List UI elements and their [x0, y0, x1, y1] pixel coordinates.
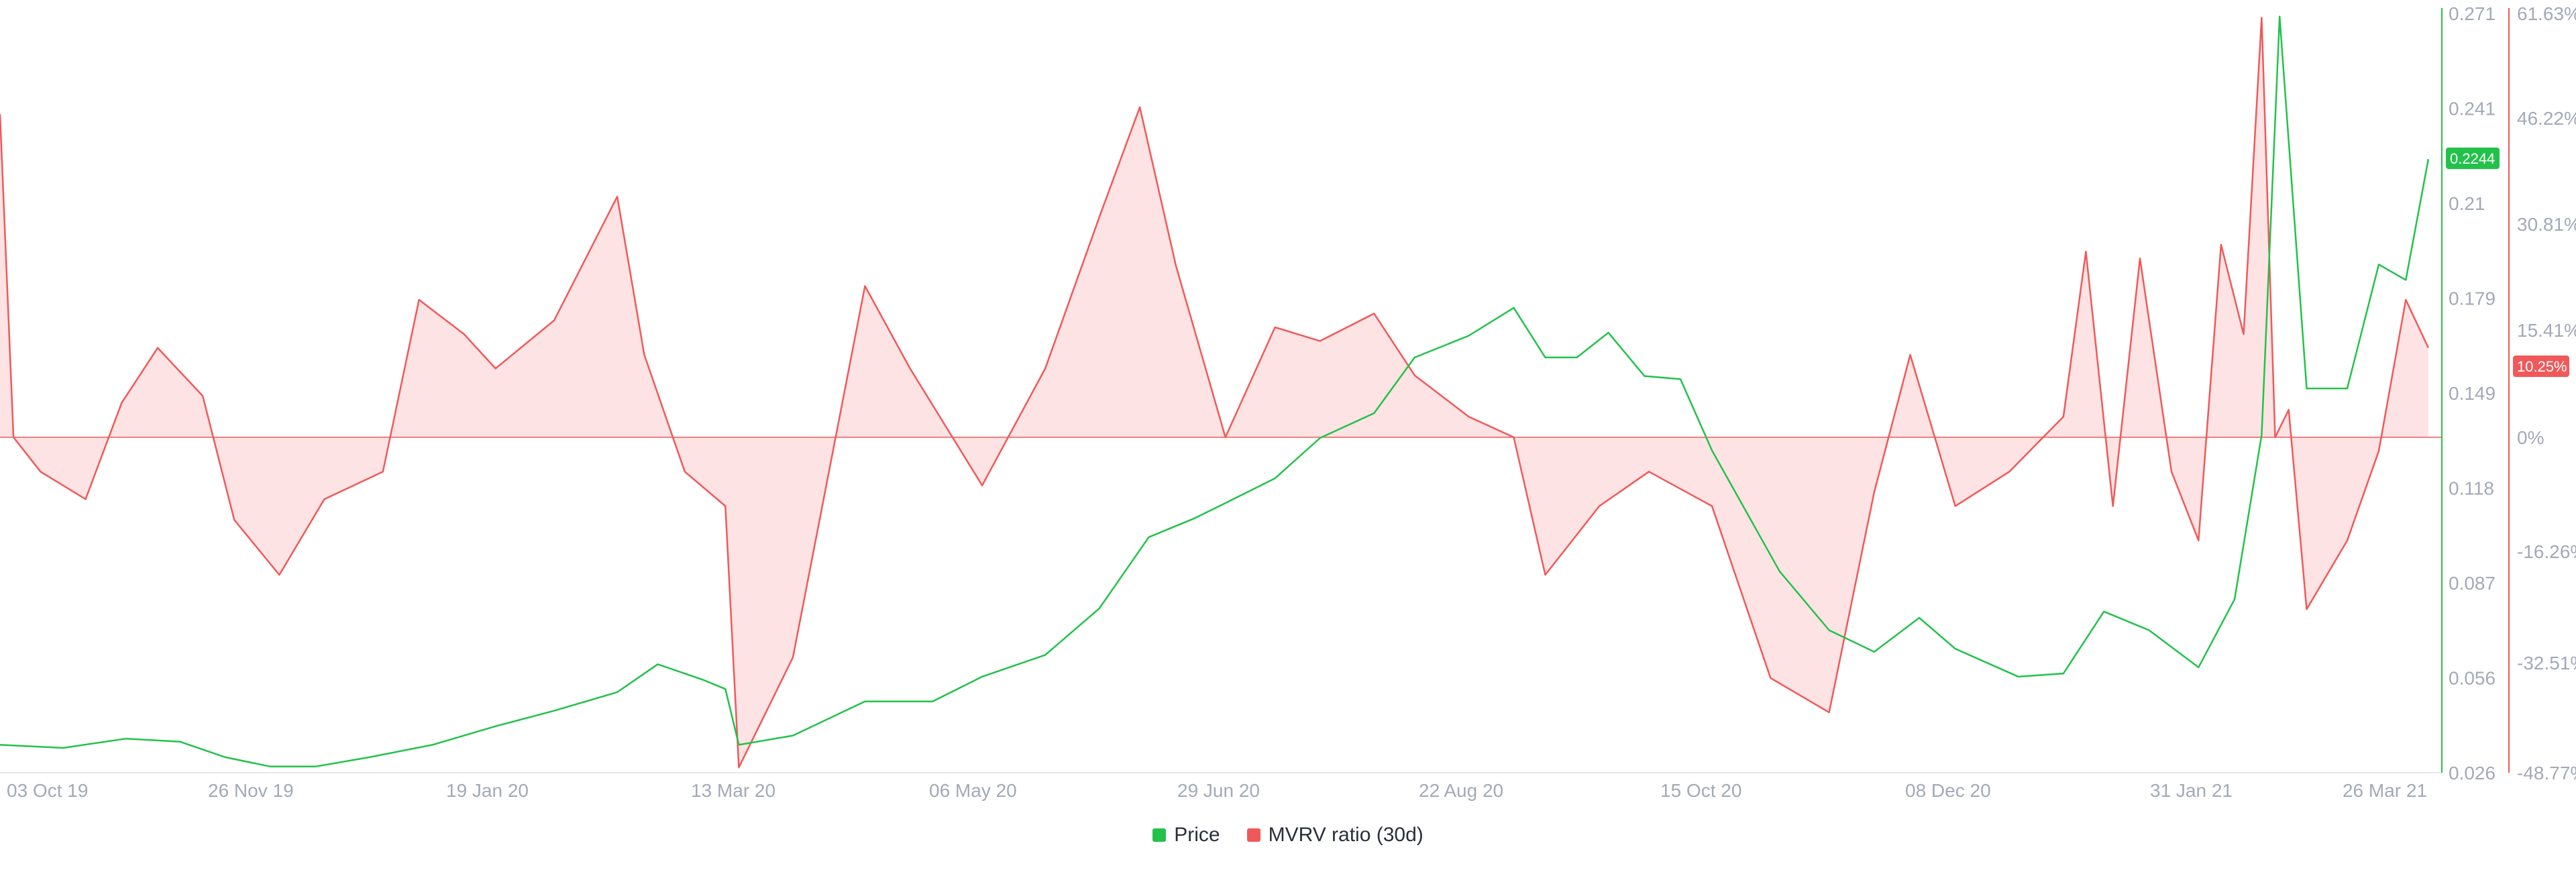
mvrv-swatch	[1246, 828, 1260, 842]
x-tick-label: 22 Aug 20	[1419, 780, 1503, 801]
price-tick-label: 0.241	[2449, 99, 2496, 119]
x-tick-label: 19 Jan 20	[446, 780, 529, 801]
mvrv-tick-label: -48.77%	[2517, 763, 2576, 783]
mvrv-tick-label: -32.51%	[2517, 653, 2576, 673]
mvrv-tick-label: -16.26%	[2517, 541, 2576, 562]
legend-label-mvrv: MVRV ratio (30d)	[1268, 824, 1424, 846]
mvrv-tick-label: 15.41%	[2517, 320, 2576, 341]
axes	[0, 8, 2510, 773]
x-tick-label: 13 Mar 20	[691, 780, 775, 801]
price-tick-label: 0.026	[2449, 763, 2496, 783]
mvrv-area-fill	[0, 17, 2428, 768]
x-tick-label: 08 Dec 20	[1905, 780, 1991, 801]
price-swatch	[1152, 828, 1167, 842]
legend-item-mvrv[interactable]: MVRV ratio (30d)	[1246, 824, 1424, 847]
mvrv-badge	[2513, 356, 2569, 377]
mvrv-tick-label: 30.81%	[2517, 214, 2576, 235]
x-tick-label: 26 Mar 21	[2343, 780, 2427, 801]
mvrv-tick-label: 46.22%	[2517, 108, 2576, 129]
price-tick-label: 0.179	[2449, 288, 2496, 309]
price-series-line	[0, 15, 2430, 768]
price-tick-label: 0.21	[2449, 193, 2485, 214]
mvrv-tick-label: 0%	[2517, 427, 2544, 448]
price-badge	[2446, 148, 2500, 169]
price-badge-label: 0.2244	[2450, 150, 2495, 167]
current-value-badges: 0.2244 10.25%	[2446, 148, 2569, 377]
legend: Price MVRV ratio (30d)	[0, 824, 2576, 847]
legend-label-price: Price	[1174, 824, 1220, 846]
price-tick-label: 0.271	[2449, 3, 2496, 24]
x-tick-label: 06 May 20	[929, 780, 1017, 801]
x-tick-label: 31 Jan 21	[2150, 780, 2233, 801]
mvrv-badge-label: 10.25%	[2517, 358, 2567, 375]
x-tick-label: 15 Oct 20	[1660, 780, 1741, 801]
price-tick-label: 0.149	[2449, 383, 2496, 404]
mvrv-series-line	[0, 17, 2430, 769]
plot-area	[0, 15, 2442, 769]
x-tick-label: 03 Oct 19	[7, 780, 88, 801]
price-tick-label: 0.056	[2449, 668, 2496, 689]
tick-labels: 03 Oct 19 26 Nov 19 19 Jan 20 13 Mar 20 06 M…	[7, 3, 2576, 801]
x-tick-label: 26 Nov 19	[208, 780, 294, 801]
price-tick-label: 0.118	[2449, 478, 2494, 499]
x-tick-label: 29 Jun 20	[1177, 780, 1260, 801]
legend-item-price[interactable]: Price	[1152, 824, 1220, 847]
mvrv-tick-label: 61.63%	[2517, 3, 2576, 24]
price-tick-label: 0.087	[2449, 573, 2496, 594]
